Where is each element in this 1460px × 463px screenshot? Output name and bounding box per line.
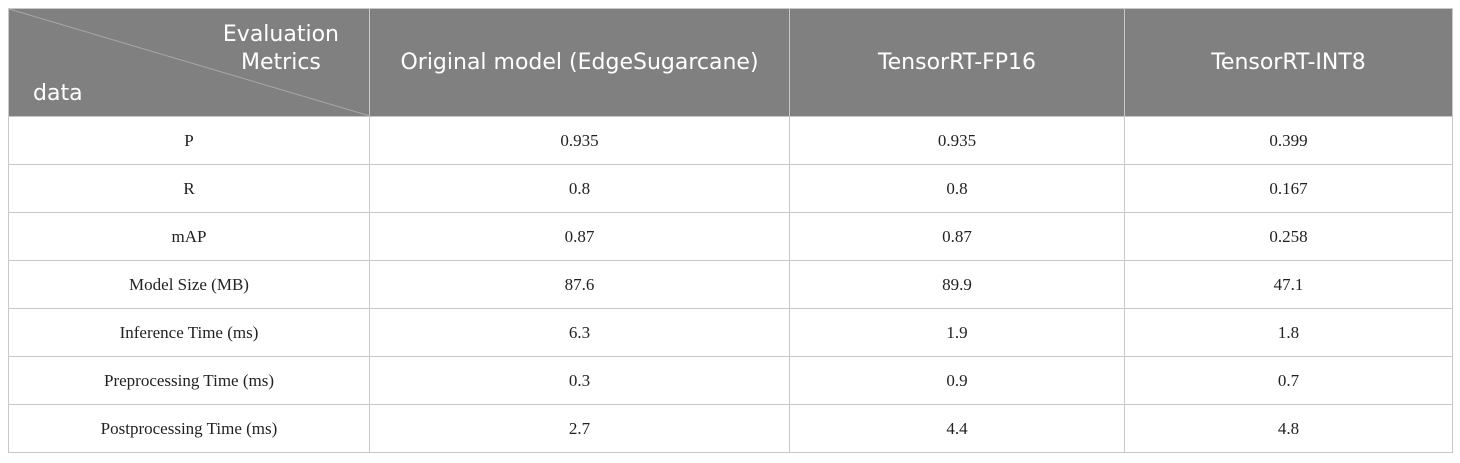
metrics-label: Metrics — [241, 50, 321, 75]
evaluation-label: Evaluation — [222, 22, 339, 47]
table-cell: 0.8 — [789, 164, 1125, 213]
table-cell: 4.4 — [789, 404, 1125, 453]
table-cell: 1.8 — [1124, 308, 1453, 357]
table-row: Preprocessing Time (ms) 0.3 0.9 0.7 — [8, 356, 1453, 405]
table-row: mAP 0.87 0.87 0.258 — [8, 212, 1453, 261]
table-row: Model Size (MB) 87.6 89.9 47.1 — [8, 260, 1453, 309]
evaluation-metrics-table: Evaluation Metrics data Original model (… — [8, 8, 1453, 453]
table-cell: 6.3 — [369, 308, 790, 357]
table-row: Postprocessing Time (ms) 2.7 4.4 4.8 — [8, 404, 1453, 453]
column-header-tensorrt-int8: TensorRT-INT8 — [1124, 8, 1453, 117]
column-header-tensorrt-fp16: TensorRT-FP16 — [789, 8, 1125, 117]
corner-header-cell: Evaluation Metrics data — [8, 8, 370, 117]
header-row: Evaluation Metrics data Original model (… — [8, 8, 1453, 117]
table-cell: 87.6 — [369, 260, 790, 309]
column-header-original-model: Original model (EdgeSugarcane) — [369, 8, 790, 117]
row-label: P — [8, 116, 370, 165]
table-cell: 0.258 — [1124, 212, 1453, 261]
table-row: Inference Time (ms) 6.3 1.9 1.8 — [8, 308, 1453, 357]
table-cell: 0.935 — [369, 116, 790, 165]
table-cell: 0.167 — [1124, 164, 1453, 213]
table-cell: 47.1 — [1124, 260, 1453, 309]
table-cell: 2.7 — [369, 404, 790, 453]
table-cell: 0.7 — [1124, 356, 1453, 405]
diagonal-divider-line — [9, 9, 370, 116]
metrics-table-container: Evaluation Metrics data Original model (… — [8, 8, 1453, 453]
table-row: P 0.935 0.935 0.399 — [8, 116, 1453, 165]
table-row: R 0.8 0.8 0.167 — [8, 164, 1453, 213]
table-cell: 0.87 — [369, 212, 790, 261]
table-cell: 4.8 — [1124, 404, 1453, 453]
data-label: data — [33, 81, 83, 106]
row-label: Inference Time (ms) — [8, 308, 370, 357]
table-cell: 89.9 — [789, 260, 1125, 309]
table-cell: 0.399 — [1124, 116, 1453, 165]
table-cell: 1.9 — [789, 308, 1125, 357]
row-label: R — [8, 164, 370, 213]
evaluation-metrics-label: Evaluation Metrics — [223, 21, 339, 77]
row-label: Postprocessing Time (ms) — [8, 404, 370, 453]
table-cell: 0.8 — [369, 164, 790, 213]
table-cell: 0.935 — [789, 116, 1125, 165]
table-cell: 0.87 — [789, 212, 1125, 261]
row-label: mAP — [8, 212, 370, 261]
table-cell: 0.9 — [789, 356, 1125, 405]
row-label: Model Size (MB) — [8, 260, 370, 309]
row-label: Preprocessing Time (ms) — [8, 356, 370, 405]
table-cell: 0.3 — [369, 356, 790, 405]
